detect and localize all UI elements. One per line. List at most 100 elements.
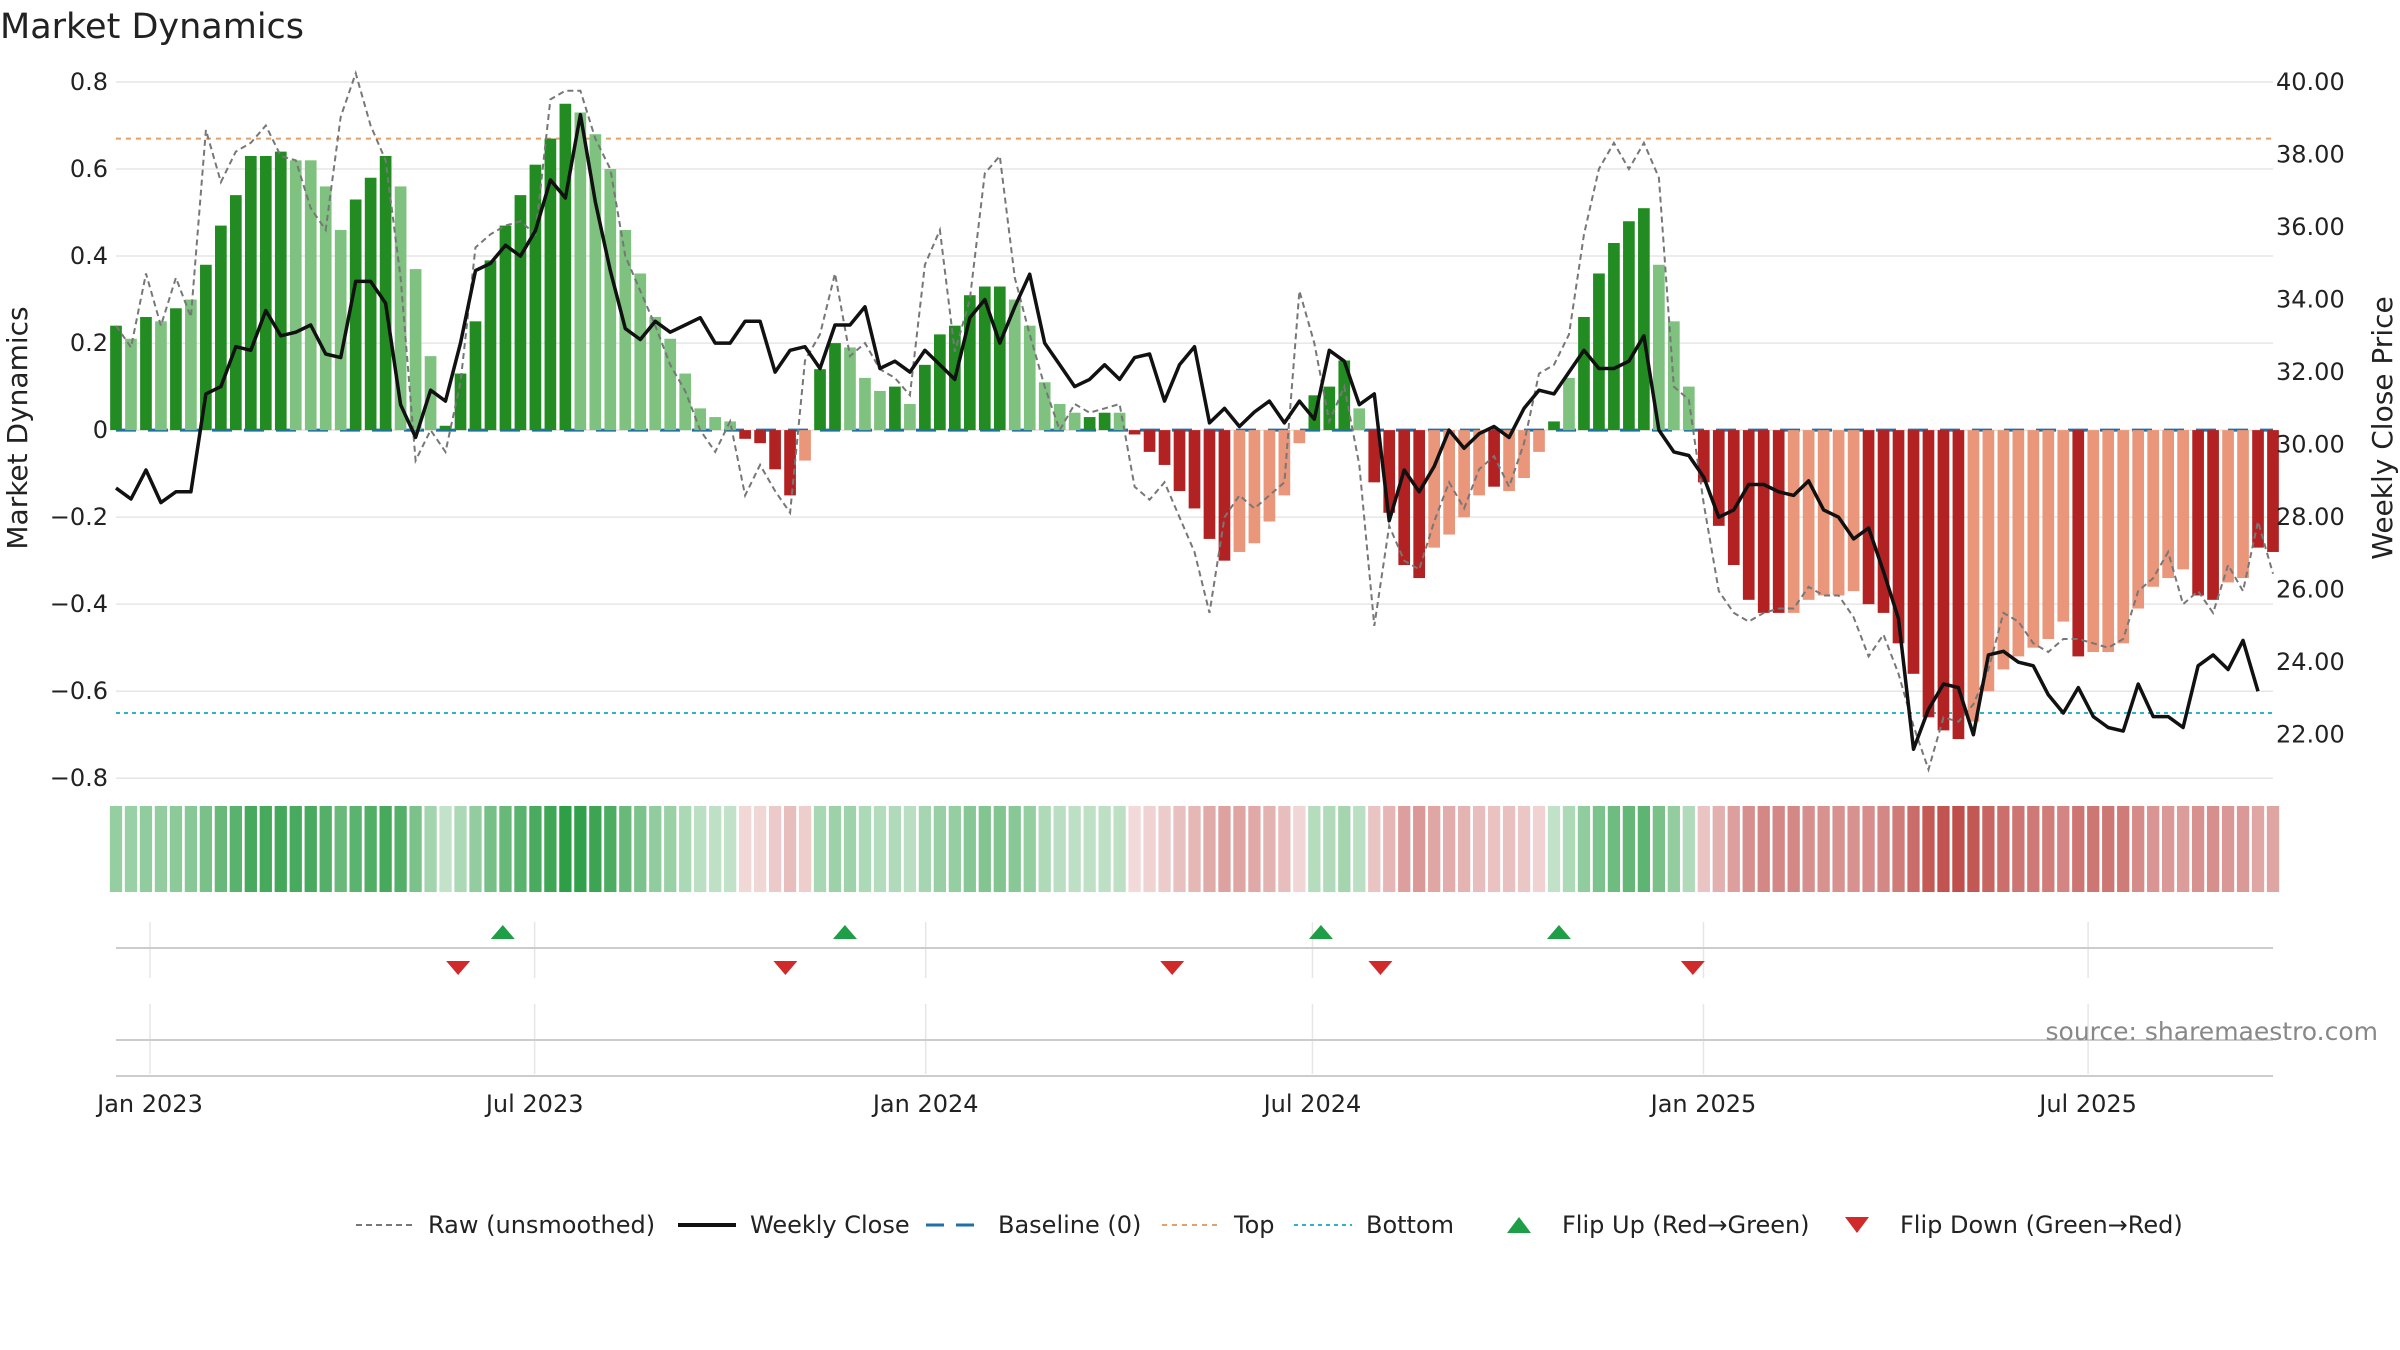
right-tick-label: 34.00 [2276,286,2345,314]
dynamics-bar [2222,430,2234,583]
strip-cell [1667,806,1680,892]
flip-up-marker [1546,925,1571,939]
strip-cell [1997,806,2010,892]
dynamics-bar [2192,430,2204,596]
strip-cell [124,806,138,892]
strip-cell [469,806,482,892]
strip-cell [2027,806,2040,892]
strip-cell [1398,806,1411,892]
strip-cell [1143,806,1156,892]
strip-cell [1023,806,1036,892]
dynamics-bar [1638,208,1650,431]
dynamics-bar [1563,377,1575,431]
dynamics-bar [334,229,347,431]
legend-item-flip_down: Flip Down (Green→Red) [1845,1211,2183,1239]
dynamics-bar [604,169,617,431]
strip-cell [1487,806,1501,892]
strip-cell [1353,806,1366,892]
dynamics-bar [1593,273,1605,431]
strip-cell [439,806,452,892]
strip-cell [334,806,347,892]
dynamics-bar [1623,221,1635,431]
dynamics-bar [2057,430,2070,622]
legend-label: Flip Up (Red→Green) [1562,1211,1810,1239]
strip-cell [1742,806,1755,892]
dynamics-bar [769,430,781,470]
dynamics-bar [1682,386,1695,431]
dynamics-bar [2117,430,2130,644]
flip-down-marker [773,961,798,975]
strip-cell [364,806,377,892]
strip-cell [738,806,752,892]
strip-cell [619,806,632,892]
dynamics-bar [1068,412,1081,431]
flip-up-marker [490,925,515,939]
strip-cell [1607,806,1621,892]
strip-cell [274,806,287,892]
dynamics-bar [1188,430,1201,509]
strip-cell [888,806,902,892]
strip-cell [1083,806,1096,892]
dynamics-bar [289,160,302,431]
strip-cell [1472,806,1486,892]
strip-cell [1712,806,1725,892]
dynamics-bar [439,425,452,431]
right-tick-label: 36.00 [2276,213,2345,241]
strip-cell [2147,806,2160,892]
dynamics-bar [2252,430,2264,548]
dynamics-bar [1787,430,1800,613]
strip-cell [379,806,392,892]
strip-cell [843,806,857,892]
dynamics-bar [1503,430,1515,492]
legend-label: Weekly Close [750,1211,910,1239]
left-axis-ticks: 0.8 0.6 0.4 0.2 0 −0.2 −0.4 −0.6 −0.8 [50,68,108,792]
strip-cell [873,806,887,892]
strip-cell [1802,806,1815,892]
left-tick-label: −0.4 [50,590,108,618]
dynamics-bar [125,338,137,431]
dynamics-bar [110,325,122,431]
strip-cell [1248,806,1261,892]
left-tick-label: −0.6 [50,677,108,705]
dynamics-bar [1862,430,1875,605]
dynamics-bar [1727,430,1740,566]
strip-cell [1502,806,1516,892]
dynamics-bar [2087,430,2100,653]
dynamics-bar [874,390,886,431]
strip-cell [783,806,797,892]
strip-cell [319,806,332,892]
strip-cell [1532,806,1546,892]
strip-cell [2132,806,2145,892]
strip-cell [499,806,512,892]
strip-cell [1952,806,1965,892]
strip-cell [244,806,257,892]
strip-cell [2206,806,2220,892]
strip-cell [529,806,542,892]
strip-cell [289,806,302,892]
right-tick-label: 32.00 [2276,358,2345,386]
flip-down-marker [1680,961,1705,975]
right-tick-label: 24.00 [2276,648,2345,676]
dynamics-bar [1113,412,1126,431]
dynamics-bars [110,103,2279,740]
strip-cell [2087,806,2100,892]
dynamics-bar [694,408,707,431]
dynamics-bar [394,186,407,431]
strip-cell [2012,806,2025,892]
dynamics-bar [1667,321,1680,431]
strip-cell [2236,806,2250,892]
strip-cell [394,806,407,892]
dynamics-bar [1248,430,1261,544]
bottom-panel [116,1004,2273,1077]
strip-cell [948,806,961,892]
strip-cell [1697,806,1710,892]
legend-label: Baseline (0) [998,1211,1141,1239]
strip-cell [1577,806,1591,892]
strip-cell [1727,806,1740,892]
strip-cell [649,806,662,892]
dynamics-bar [1997,430,2010,670]
strip-cell [753,806,767,892]
strip-cell [604,806,617,892]
strip-cell [514,806,527,892]
